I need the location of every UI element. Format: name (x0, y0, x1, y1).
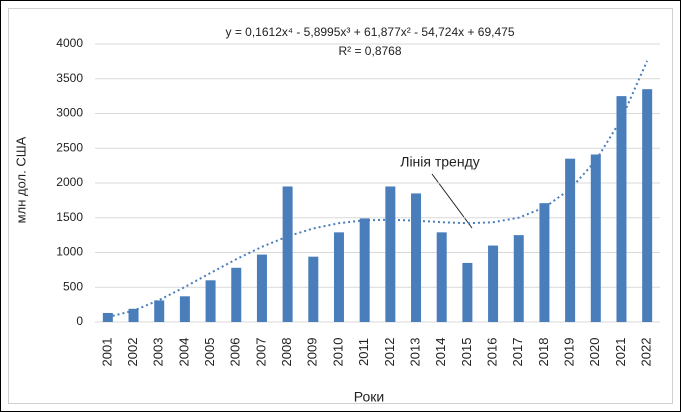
chart-frame (8, 8, 673, 404)
bar (333, 232, 344, 322)
x-tick-label: 2007 (253, 338, 268, 367)
x-tick-label: 2015 (459, 338, 474, 367)
bar (359, 218, 370, 322)
x-tick-label: 2021 (613, 338, 628, 367)
bar (513, 235, 524, 322)
x-tick-label: 2016 (485, 338, 500, 367)
x-tick-label: 2022 (639, 338, 654, 367)
bar (642, 89, 653, 322)
x-tick-label: 2013 (407, 338, 422, 367)
y-tick-label: 1000 (56, 245, 83, 259)
y-tick-label: 3000 (56, 106, 83, 120)
x-axis-label: Роки (354, 389, 384, 405)
bar (616, 96, 627, 322)
y-tick-label: 1500 (56, 210, 83, 224)
x-tick-label: 2002 (125, 338, 140, 367)
bar (102, 312, 113, 322)
x-tick-label: 2004 (176, 338, 191, 367)
y-tick-label: 2500 (56, 140, 83, 154)
bar (231, 267, 242, 322)
x-tick-label: 2010 (330, 338, 345, 367)
y-tick-label: 4000 (56, 36, 83, 50)
x-tick-label: 2012 (382, 338, 397, 367)
bar (590, 154, 601, 322)
bar (256, 254, 267, 322)
x-tick-label: 2001 (99, 338, 114, 367)
x-tick-label: 2020 (587, 338, 602, 367)
bar (308, 256, 319, 322)
x-tick-label: 2008 (279, 338, 294, 367)
r-squared: R² = 0,8768 (338, 44, 401, 58)
bar (282, 186, 293, 322)
x-tick-label: 2019 (562, 338, 577, 367)
x-tick-label: 2003 (151, 338, 166, 367)
bar (436, 232, 447, 322)
bar (565, 158, 576, 322)
bar (462, 262, 473, 322)
bar (411, 193, 422, 322)
y-axis-label: млн дол. США (13, 136, 28, 223)
trend-equation: y = 0,1612x⁴ - 5,8995x³ + 61,877x² - 54,… (225, 25, 514, 39)
bar (154, 300, 165, 322)
y-tick-label: 500 (63, 279, 83, 293)
y-tick-label: 3500 (56, 71, 83, 85)
bar (128, 308, 139, 322)
x-tick-label: 2009 (305, 338, 320, 367)
x-tick-label: 2017 (510, 338, 525, 367)
x-tick-label: 2014 (433, 338, 448, 367)
x-tick-label: 2011 (356, 338, 371, 366)
y-tick-label: 2000 (56, 175, 83, 189)
bar (385, 186, 396, 322)
x-tick-label: 2006 (228, 338, 243, 367)
bar (539, 203, 550, 322)
bar (205, 280, 216, 322)
bar (179, 296, 190, 322)
x-tick-label: 2018 (536, 338, 551, 367)
trend-annotation: Лінія тренду (400, 154, 480, 170)
bar (488, 245, 499, 322)
y-tick-label: 0 (76, 314, 83, 328)
x-tick-label: 2005 (202, 338, 217, 367)
